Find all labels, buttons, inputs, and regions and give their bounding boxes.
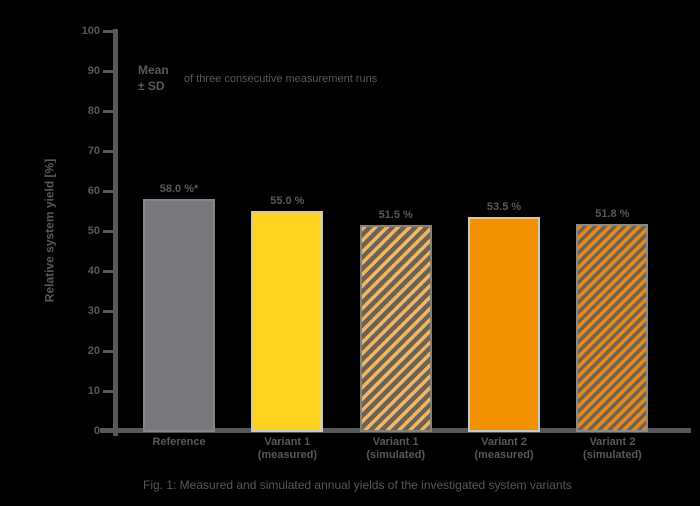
annotation-line2: ± SD	[138, 79, 165, 93]
bar	[359, 225, 432, 432]
figure-caption: Fig. 1: Measured and simulated annual yi…	[143, 478, 572, 492]
x-tick-label-line: Reference	[152, 436, 206, 448]
y-axis-title: Relative system yield [%]	[42, 158, 57, 303]
y-tick-mark	[103, 390, 113, 393]
bar	[143, 199, 215, 432]
y-tick-label: 50	[87, 225, 100, 237]
y-tick-mark	[103, 110, 113, 113]
y-tick-label: 80	[87, 105, 100, 117]
y-tick-mark	[103, 30, 113, 33]
y-axis-line	[113, 29, 118, 436]
bar	[576, 223, 649, 432]
x-tick-label: Variant 2 (simulated)	[554, 436, 670, 461]
bar	[468, 217, 541, 432]
x-tick-label-line: Variant 1	[372, 436, 419, 448]
y-tick-mark	[103, 350, 113, 353]
x-tick-label-line: (simulated)	[366, 448, 426, 461]
x-tick-label: Variant 2 (measured)	[446, 436, 562, 461]
x-tick-label: Reference	[121, 436, 237, 449]
x-tick-label: Variant 1 (simulated)	[338, 436, 454, 461]
bar-value-label: 51.8 %	[595, 207, 630, 220]
y-tick-mark	[103, 270, 113, 273]
y-tick-mark	[103, 310, 113, 313]
x-tick-label-line: (measured)	[257, 448, 317, 461]
y-tick-label: 0	[93, 425, 100, 437]
x-tick-label-line: Variant 1	[264, 436, 311, 448]
y-tick-label: 20	[87, 345, 100, 357]
y-tick-mark	[103, 190, 113, 193]
x-tick-label-line: Variant 2	[589, 436, 636, 448]
y-tick-mark	[103, 70, 113, 73]
y-tick-label: 60	[87, 185, 100, 197]
bar	[251, 211, 324, 432]
annotation-marker: Mean ± SD	[138, 62, 169, 94]
annotation-text: of three consecutive measurement runs	[184, 73, 378, 85]
x-tick-label-line: (measured)	[474, 448, 534, 461]
bar-value-label: 55.0 %	[270, 195, 305, 207]
y-tick-label: 90	[87, 65, 100, 77]
y-tick-label: 10	[87, 385, 100, 397]
y-tick-mark	[103, 150, 113, 153]
bar-value-label: 53.5 %	[486, 201, 522, 213]
y-tick-label: 30	[87, 305, 100, 317]
y-tick-label: 100	[81, 25, 100, 37]
x-tick-label-line: (simulated)	[583, 448, 642, 461]
x-tick-label-line: Variant 2	[481, 436, 527, 448]
x-tick-label: Variant 1 (measured)	[229, 436, 345, 461]
y-tick-mark	[103, 430, 113, 433]
bar-value-label: 51.5 %	[378, 209, 413, 221]
annotation-line1: Mean	[138, 63, 169, 77]
y-tick-mark	[103, 230, 113, 233]
y-tick-label: 40	[87, 265, 100, 277]
y-tick-label: 70	[87, 145, 100, 157]
bar-value-label: 58.0 %*	[159, 183, 199, 195]
